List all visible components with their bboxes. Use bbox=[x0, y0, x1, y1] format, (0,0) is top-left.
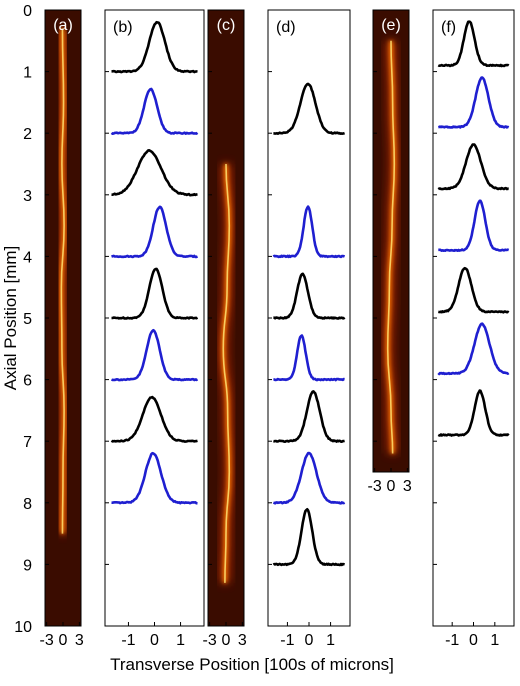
profile-blue bbox=[437, 322, 510, 376]
y-tick-label: 9 bbox=[23, 557, 32, 574]
y-tick-label: 5 bbox=[23, 311, 32, 328]
y-tick-label: 7 bbox=[23, 434, 32, 451]
filament bbox=[218, 163, 235, 583]
profile-blue bbox=[110, 328, 199, 382]
y-tick-label: 2 bbox=[23, 126, 32, 143]
profile-black bbox=[111, 20, 198, 74]
profile-black bbox=[273, 82, 346, 135]
x-tick-label: 3 bbox=[403, 478, 412, 495]
panel-e: (e) -3 0 3 bbox=[368, 9, 412, 495]
x-tick-label: -1 bbox=[280, 632, 294, 649]
panel-b: (b) -1 0 1 bbox=[104, 9, 205, 649]
filament bbox=[56, 28, 70, 534]
panel-label: (f) bbox=[441, 19, 456, 36]
x-tick-label: 1 bbox=[176, 632, 185, 649]
x-tick-label: 0 bbox=[387, 478, 396, 495]
x-tick-label: -1 bbox=[445, 632, 459, 649]
x-tick-label: 0 bbox=[469, 632, 478, 649]
y-tick-label: 6 bbox=[23, 373, 32, 390]
profile-black bbox=[273, 272, 346, 320]
y-tick-label: 0 bbox=[23, 3, 32, 20]
y-tick-label: 10 bbox=[14, 619, 32, 636]
x-tick-label: 0 bbox=[305, 632, 314, 649]
y-tick-labels: 0 1 2 3 4 5 6 7 8 9 10 bbox=[14, 3, 32, 636]
x-tick-label: -3 bbox=[368, 478, 382, 495]
x-tick-label: -3 bbox=[203, 632, 217, 649]
y-axis-title: Axial Position [mm] bbox=[1, 246, 20, 391]
profile-black bbox=[111, 149, 198, 197]
x-tick-label: 0 bbox=[222, 632, 231, 649]
y-tick-label: 3 bbox=[23, 188, 32, 205]
x-tick-label: 1 bbox=[490, 632, 499, 649]
x-tick-label: 3 bbox=[238, 632, 247, 649]
panel-label: (d) bbox=[276, 19, 296, 36]
x-tick-label: 1 bbox=[326, 632, 335, 649]
profile-black bbox=[273, 390, 345, 443]
x-tick-label: 3 bbox=[75, 632, 84, 649]
profile-black bbox=[437, 266, 510, 314]
profile-blue bbox=[437, 199, 510, 252]
profile-blue bbox=[111, 205, 199, 259]
panel-label: (e) bbox=[381, 17, 401, 34]
x-axis-title: Transverse Position [100s of microns] bbox=[110, 655, 394, 674]
panel-label: (c) bbox=[217, 17, 236, 34]
panel-f: (f) -1 0 1 bbox=[432, 9, 515, 649]
profile-blue bbox=[111, 451, 198, 505]
y-tick-label: 1 bbox=[23, 65, 32, 82]
profile-black bbox=[272, 508, 346, 567]
panel-label: (a) bbox=[53, 17, 73, 34]
panel-frame bbox=[432, 9, 515, 627]
x-tick-label: -1 bbox=[121, 632, 135, 649]
panel-c: (c) -3 0 3 bbox=[203, 9, 247, 649]
profile-black bbox=[111, 267, 199, 320]
profile-blue bbox=[272, 205, 346, 259]
profile-blue bbox=[110, 87, 199, 135]
profile-blue bbox=[272, 451, 346, 505]
panel-d: (d) -1 0 1 bbox=[267, 9, 351, 649]
y-tick-label: 4 bbox=[23, 249, 32, 266]
x-tick-label: -3 bbox=[40, 632, 54, 649]
x-tick-label: 0 bbox=[150, 632, 159, 649]
profile-blue bbox=[437, 76, 510, 129]
panels: (a)-3 0 3(b)-1 0 1(c)-3 0 3(d)-1 0 1(e)-3 0 3(f)-1… bbox=[40, 9, 515, 649]
panel-a: (a) -3 0 3 bbox=[40, 9, 84, 649]
profile-black bbox=[437, 143, 510, 191]
panel-label: (b) bbox=[113, 19, 133, 36]
y-axis: Axial Position [mm] 0 1 2 3 4 5 6 7 8 9 10 bbox=[1, 3, 32, 636]
profile-black bbox=[437, 20, 510, 68]
filament bbox=[382, 40, 400, 454]
profile-black bbox=[437, 389, 510, 437]
profile-blue bbox=[273, 334, 345, 382]
y-tick-label: 8 bbox=[23, 496, 32, 513]
profile-black bbox=[110, 395, 198, 443]
x-tick-label: 0 bbox=[59, 632, 68, 649]
